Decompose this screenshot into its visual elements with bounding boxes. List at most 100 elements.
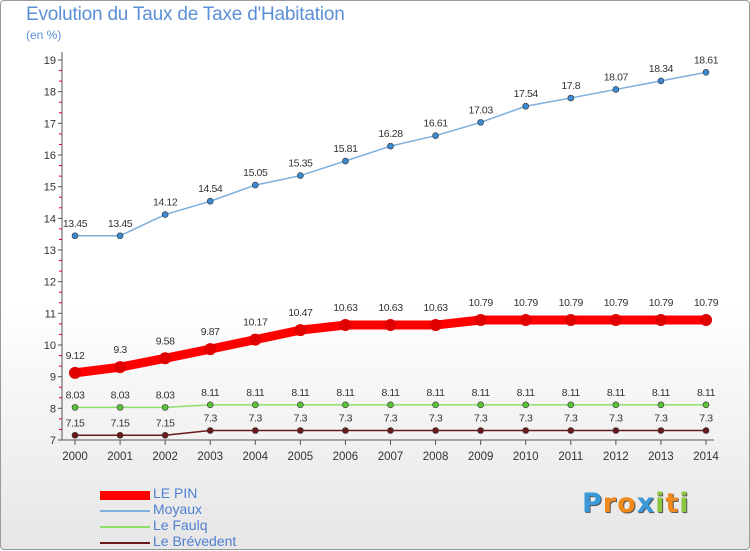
x-tick-label: 2014 (693, 451, 719, 463)
legend-label-moyaux: Moyaux (153, 501, 203, 517)
x-tick-label: 2005 (288, 451, 314, 463)
data-label: 7.3 (609, 413, 623, 425)
data-label: 8.03 (156, 389, 175, 401)
data-label: 7.3 (204, 413, 218, 425)
data-point (339, 319, 352, 332)
data-point (114, 361, 127, 374)
data-label: 10.63 (333, 302, 358, 314)
data-point (159, 352, 172, 365)
legend-item-le-brevedent: Le Brévedent (100, 533, 320, 551)
x-tick-label: 2002 (152, 451, 178, 463)
data-label: 10.79 (694, 297, 719, 309)
data-label: 8.11 (562, 387, 581, 399)
legend-label-le-faulq: Le Faulq (153, 517, 208, 533)
data-point (612, 86, 620, 93)
data-point (251, 401, 259, 409)
y-tick-label: 17 (44, 118, 56, 130)
data-point (71, 404, 79, 411)
x-tick-label: 2007 (378, 451, 404, 463)
y-tick-label: 13 (44, 245, 56, 257)
data-point (71, 232, 79, 240)
data-label: 10.79 (514, 297, 539, 309)
logo-letter: o (617, 488, 637, 519)
data-label: 16.61 (423, 118, 448, 130)
data-label: 10.63 (423, 302, 448, 314)
x-tick-label: 2004 (242, 451, 268, 463)
x-tick-label: 2009 (468, 451, 494, 463)
data-point (204, 343, 217, 356)
data-label: 8.11 (201, 387, 220, 399)
data-point (612, 427, 620, 434)
data-point (567, 401, 575, 409)
y-tick-label: 8 (50, 403, 56, 415)
data-label: 7.3 (699, 413, 713, 425)
y-tick-label: 14 (44, 213, 56, 225)
data-label: 10.79 (604, 297, 629, 309)
legend-swatch-le-brevedent (100, 542, 150, 544)
data-point (522, 401, 530, 409)
data-label: 10.63 (378, 302, 403, 314)
data-label: 8.11 (472, 387, 491, 399)
data-point (654, 313, 667, 326)
x-tick-label: 2011 (558, 451, 583, 463)
data-label: 15.35 (288, 158, 313, 170)
data-point (522, 427, 530, 434)
data-point (567, 427, 575, 434)
data-label: 18.07 (604, 71, 629, 83)
data-point (206, 401, 214, 409)
data-point (206, 197, 214, 205)
data-point (657, 77, 665, 85)
data-label: 7.3 (654, 413, 668, 425)
data-label: 9.87 (201, 326, 220, 338)
data-label: 7.3 (474, 413, 488, 425)
data-point (702, 401, 710, 409)
data-point (206, 427, 214, 434)
y-tick-label: 9 (50, 372, 56, 384)
data-point (477, 427, 484, 434)
data-label: 8.11 (697, 387, 716, 399)
x-tick-label: 2010 (513, 451, 539, 463)
legend-item-le-pin: LE PIN (100, 485, 320, 503)
logo-letter: r (602, 488, 618, 519)
data-label: 7.3 (294, 413, 308, 425)
data-point (519, 313, 532, 326)
data-label: 14.54 (198, 183, 223, 195)
legend-label-le-pin: LE PIN (153, 485, 198, 501)
data-label: 18.61 (694, 54, 719, 66)
y-tick-label: 10 (44, 340, 56, 352)
data-point (702, 69, 710, 76)
data-point (294, 324, 307, 337)
y-tick-label: 7 (50, 435, 56, 447)
data-point (116, 232, 124, 240)
data-point (69, 366, 81, 379)
legend-swatch-le-faulq (100, 526, 150, 528)
data-label: 7.3 (519, 413, 533, 425)
y-tick-label: 12 (44, 277, 56, 289)
data-label: 7.3 (339, 413, 353, 425)
data-point (477, 119, 484, 126)
data-point (429, 319, 442, 332)
data-label: 10.79 (469, 297, 494, 309)
x-tick-label: 2001 (107, 451, 133, 463)
proxiti-logo: Proxiti (582, 488, 690, 519)
data-point (161, 404, 169, 411)
data-label: 13.45 (63, 218, 88, 230)
data-point (657, 401, 665, 409)
data-label: 17.54 (514, 88, 539, 100)
data-label: 8.11 (652, 387, 671, 399)
data-point (432, 401, 439, 409)
data-label: 10.79 (559, 297, 584, 309)
unit-label: (en %) (26, 28, 62, 42)
data-label: 10.47 (288, 307, 313, 319)
data-label: 8.11 (607, 387, 626, 399)
data-label: 9.58 (156, 335, 175, 347)
data-point (161, 431, 169, 439)
data-label: 7.15 (156, 417, 175, 429)
x-tick-label: 2012 (603, 451, 629, 463)
data-label: 10.17 (243, 317, 268, 329)
data-point (251, 181, 259, 189)
legend-item-le-faulq: Le Faulq (100, 517, 320, 535)
logo-letter: P (582, 488, 603, 519)
legend-label-le-brevedent: Le Brévedent (153, 533, 237, 549)
